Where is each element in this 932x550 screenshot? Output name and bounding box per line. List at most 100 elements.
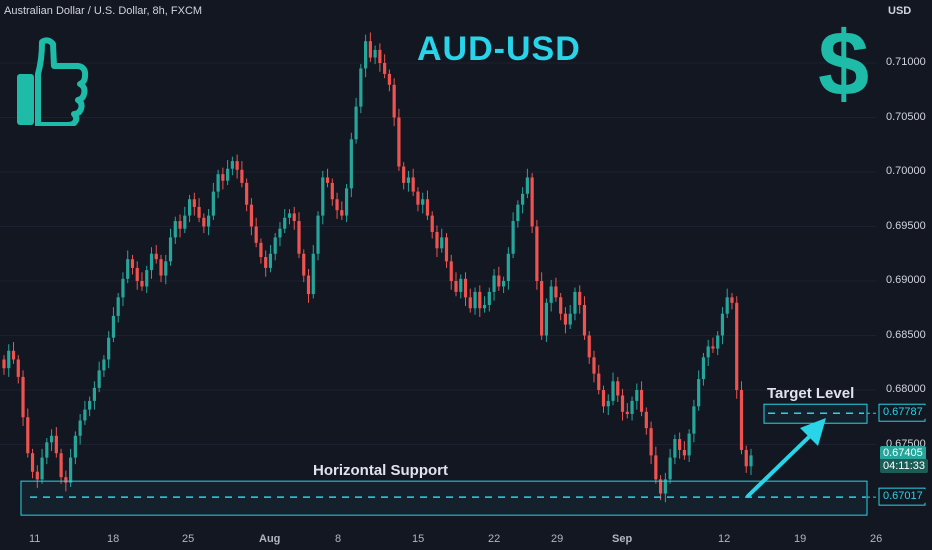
candle-body bbox=[649, 428, 653, 456]
candle-body bbox=[202, 217, 206, 227]
candle-body bbox=[554, 286, 558, 298]
candle-body bbox=[620, 395, 625, 412]
candle-body bbox=[601, 390, 606, 407]
candle-body bbox=[697, 379, 701, 407]
y-tick-label: 0.71000 bbox=[886, 56, 926, 68]
candle-body bbox=[254, 226, 258, 243]
candle-body bbox=[749, 455, 753, 467]
candle-body bbox=[687, 433, 691, 456]
x-tick-label: 11 bbox=[29, 533, 41, 545]
y-tick-label: 0.68000 bbox=[886, 383, 926, 395]
candle-body bbox=[264, 257, 268, 268]
candle-body bbox=[268, 253, 273, 268]
candle-body bbox=[154, 253, 158, 260]
candle-body bbox=[387, 73, 391, 85]
candle-body bbox=[335, 199, 339, 211]
x-tick-label: 12 bbox=[718, 533, 731, 545]
candle-body bbox=[192, 199, 196, 207]
candle-body bbox=[425, 199, 430, 216]
candle-body bbox=[435, 231, 439, 249]
candle-body bbox=[45, 442, 49, 458]
candle-body bbox=[406, 177, 411, 183]
candle-body bbox=[501, 281, 506, 287]
candle-body bbox=[449, 261, 453, 281]
candle-body bbox=[492, 275, 496, 292]
projection-arrow-shaft bbox=[746, 432, 814, 498]
candle-body bbox=[173, 221, 177, 238]
candle-body bbox=[164, 261, 168, 276]
candle-body bbox=[668, 457, 672, 480]
last-price-tag: 0.67405 bbox=[880, 446, 926, 460]
candle-body bbox=[482, 304, 487, 309]
candle-body bbox=[245, 182, 249, 205]
candle-body bbox=[559, 297, 563, 314]
candle-body bbox=[26, 417, 30, 454]
countdown-tag: 04:11:33 bbox=[880, 459, 929, 473]
candle-body bbox=[325, 177, 330, 183]
candle-body bbox=[630, 400, 634, 414]
candle-body bbox=[535, 226, 539, 281]
candle-body bbox=[2, 359, 6, 369]
candle-body bbox=[306, 275, 311, 295]
x-tick-label: Aug bbox=[259, 533, 281, 545]
candle-body bbox=[64, 477, 68, 483]
candle-body bbox=[206, 215, 211, 227]
candle-body bbox=[616, 381, 620, 396]
candle-body bbox=[221, 174, 225, 181]
candle-body bbox=[444, 237, 449, 262]
candle-body bbox=[83, 409, 87, 421]
candle-body bbox=[725, 297, 729, 314]
candle-body bbox=[654, 455, 658, 480]
candle-body bbox=[149, 253, 154, 271]
candle-body bbox=[587, 335, 591, 358]
candle-body bbox=[383, 63, 387, 74]
y-tick-label: 0.68500 bbox=[886, 328, 926, 341]
x-tick-label: Sep bbox=[612, 533, 633, 545]
candle-body bbox=[673, 439, 677, 458]
y-tick-label: 0.70500 bbox=[886, 110, 926, 123]
y-tick-label: 0.69000 bbox=[886, 274, 926, 286]
currency-label: USD bbox=[888, 5, 912, 17]
candle-body bbox=[102, 359, 106, 371]
candle-body bbox=[711, 346, 715, 349]
candle-body bbox=[440, 237, 444, 249]
candle-body bbox=[540, 281, 544, 336]
candle-body bbox=[287, 213, 292, 218]
candle-body bbox=[368, 41, 372, 58]
candle-body bbox=[107, 337, 111, 360]
candle-body bbox=[126, 259, 130, 279]
candle-body bbox=[459, 278, 463, 292]
candle-body bbox=[321, 177, 325, 216]
candle-body bbox=[592, 357, 596, 374]
candle-body bbox=[97, 370, 101, 388]
candle-body bbox=[187, 199, 192, 216]
candle-body bbox=[145, 270, 149, 287]
candle-body bbox=[682, 449, 686, 456]
y-tick-label: 0.70000 bbox=[886, 165, 926, 177]
x-tick-label: 18 bbox=[107, 533, 120, 545]
candle-body bbox=[568, 313, 572, 325]
candle-body bbox=[278, 228, 282, 238]
x-tick-label: 29 bbox=[551, 533, 564, 545]
candle-body bbox=[421, 199, 425, 205]
support-price-tag: 0.67017 bbox=[880, 489, 926, 504]
candle-body bbox=[530, 177, 534, 227]
candle-body bbox=[658, 479, 663, 494]
x-tick-label: 8 bbox=[335, 533, 342, 545]
support-zone bbox=[20, 480, 868, 516]
candle-body bbox=[35, 471, 39, 480]
candle-body bbox=[625, 411, 629, 414]
candle-body bbox=[135, 267, 139, 281]
candle-body bbox=[168, 237, 173, 262]
candle-body bbox=[7, 350, 11, 369]
candle-body bbox=[11, 350, 16, 360]
candle-body bbox=[121, 278, 125, 298]
candle-body bbox=[744, 449, 748, 467]
candle-body bbox=[259, 242, 263, 258]
candle-body bbox=[392, 84, 396, 118]
candle-body bbox=[183, 215, 187, 229]
candle-body bbox=[330, 182, 334, 200]
candle-body bbox=[678, 439, 682, 450]
candle-body bbox=[273, 237, 277, 254]
